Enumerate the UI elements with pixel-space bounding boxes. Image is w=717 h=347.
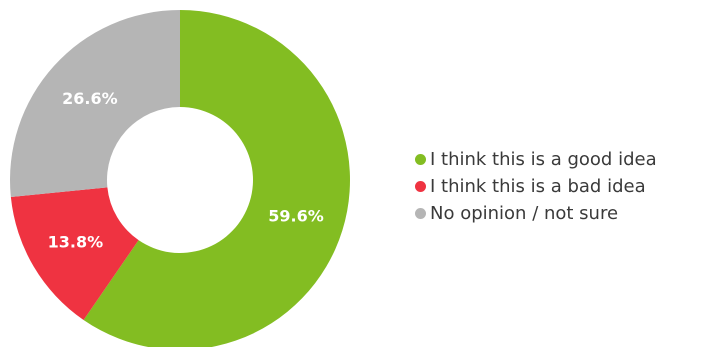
legend-item: I think this is a bad idea	[415, 173, 657, 200]
legend-item: I think this is a good idea	[415, 146, 657, 173]
donut-chart: 59.6% 13.8% 26.6%	[9, 10, 350, 347]
donut-slice	[10, 187, 139, 321]
legend-swatch	[415, 154, 426, 165]
legend-label: I think this is a good idea	[430, 149, 657, 170]
legend-label: I think this is a bad idea	[430, 176, 646, 197]
chart-legend: I think this is a good idea I think this …	[415, 146, 657, 227]
slice-percent-label: 26.6%	[62, 89, 118, 108]
slice-percent-label: 59.6%	[268, 207, 324, 226]
legend-label: No opinion / not sure	[430, 203, 619, 224]
donut-slice	[83, 10, 350, 347]
slice-percent-label: 13.8%	[48, 232, 104, 251]
legend-swatch	[415, 181, 426, 192]
legend-item: No opinion / not sure	[415, 200, 657, 227]
legend-swatch	[415, 208, 426, 219]
donut-slice	[9, 10, 180, 198]
